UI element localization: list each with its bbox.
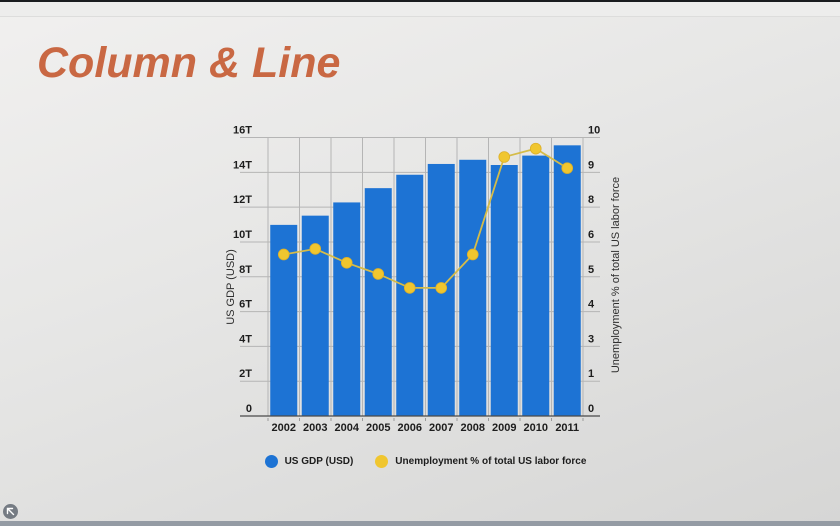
x-axis-label-2007: 2007	[429, 422, 453, 434]
right-axis-tick-label: 9	[588, 159, 594, 171]
unemployment-point-2007	[435, 282, 448, 294]
left-axis-tick-label: 6T	[239, 299, 252, 311]
unemployment-line	[283, 147, 568, 289]
left-axis-tick-label: 14T	[233, 159, 252, 171]
gdp-bar-2006	[396, 174, 424, 416]
back-button[interactable]	[3, 504, 18, 519]
left-axis-tick-label: 16T	[233, 125, 252, 137]
x-axis-label-2003: 2003	[303, 422, 327, 434]
legend-item-unemployment: Unemployment % of total US labor force	[375, 455, 586, 468]
x-axis-label-2002: 2002	[272, 422, 296, 434]
unemployment-legend-swatch-icon	[375, 455, 389, 468]
left-axis-tick-label: 0	[246, 403, 252, 415]
chart-plot-area: 0 2T 4T 6T 8T 10T 12T 14T 16T 0 1 3 4 5 6 8 9 10 2002 2003 2…	[233, 125, 600, 435]
x-axis-label-2009: 2009	[492, 422, 516, 434]
left-axis-tick-label: 8T	[239, 264, 252, 276]
unemployment-point-2008	[466, 248, 479, 261]
x-axis-label-2006: 2006	[398, 422, 422, 434]
gdp-bar-2011	[553, 145, 581, 416]
x-axis-label-2011: 2011	[555, 422, 579, 434]
right-axis-tick-label: 8	[588, 194, 594, 206]
unemployment-point-2009	[498, 151, 511, 163]
left-axis-tick-label: 12T	[233, 194, 252, 206]
x-axis-label-2008: 2008	[461, 422, 485, 434]
left-axis-tick-label: 2T	[239, 368, 252, 380]
right-axis-tick-label: 4	[588, 299, 595, 311]
x-axis-label-2005: 2005	[366, 422, 390, 434]
x-axis-label-2004: 2004	[335, 422, 360, 434]
unemployment-point-2004	[340, 257, 353, 269]
gdp-bar-2004	[333, 202, 361, 416]
right-axis-title: Unemployment % of total US labor force	[610, 176, 622, 374]
back-arrow-icon	[6, 507, 15, 516]
left-axis-title: US GDP (USD)	[225, 249, 237, 325]
unemployment-point-2006	[403, 282, 416, 294]
legend-item-gdp: US GDP (USD)	[264, 455, 354, 468]
gdp-bar-2008	[459, 159, 487, 416]
gdp-bar-2009	[490, 165, 518, 416]
gdp-bar-2010	[522, 155, 550, 416]
unemployment-point-2010	[529, 142, 542, 155]
right-axis-tick-label: 3	[588, 333, 594, 345]
right-axis-tick-label: 0	[588, 403, 594, 415]
column-line-chart: 0 2T 4T 6T 8T 10T 12T 14T 16T 0 1 3 4 5 6 8 9 10 2002 2003 2…	[210, 105, 630, 480]
left-axis-tick-label: 10T	[233, 229, 252, 241]
right-axis-tick-label: 6	[588, 229, 594, 241]
right-axis-tick-label: 1	[588, 368, 594, 380]
slide-title: Column & Line	[37, 39, 341, 87]
x-axis-label-2010: 2010	[524, 422, 548, 434]
gdp-bar-2005	[364, 188, 392, 416]
legend-label-unemployment: Unemployment % of total US labor force	[395, 456, 587, 467]
right-axis-tick-label: 10	[588, 125, 600, 137]
unemployment-point-2005	[372, 268, 385, 280]
unemployment-point-2011	[561, 162, 574, 174]
gdp-legend-swatch-icon	[264, 455, 278, 468]
unemployment-point-2003	[309, 243, 322, 255]
left-axis-tick-label: 4T	[239, 333, 252, 345]
legend-label-gdp: US GDP (USD)	[284, 456, 354, 467]
window-bottom-edge	[0, 521, 840, 526]
unemployment-point-2002	[277, 248, 290, 261]
window-top-edge	[0, 0, 840, 17]
chart-legend: US GDP (USD) Unemployment % of total US …	[264, 455, 586, 468]
right-axis-tick-label: 5	[588, 264, 594, 276]
